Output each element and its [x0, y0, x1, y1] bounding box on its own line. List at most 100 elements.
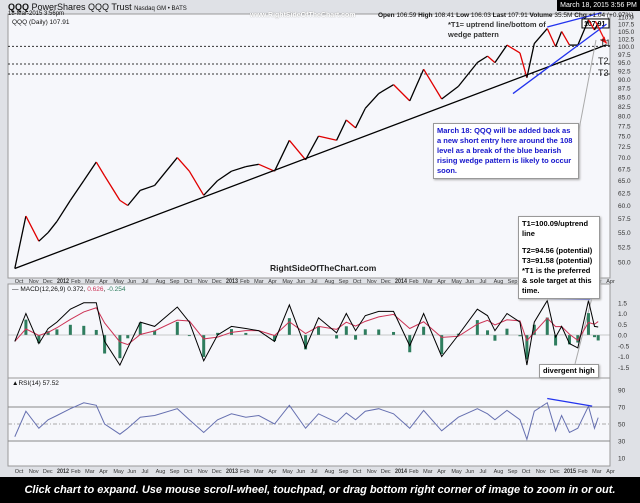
watermark: www.RightSideOfTheChart.com: [250, 12, 356, 19]
macd-histogram-bar: [187, 335, 191, 337]
x-tick-label: 2014: [395, 468, 407, 475]
x-tick-label: Mar: [254, 279, 264, 285]
price-tick-label: 65.0: [618, 178, 631, 185]
price-segment: [533, 28, 548, 44]
x-tick-label: Jun: [296, 279, 305, 285]
price-segment: [231, 165, 247, 172]
targets-box: T1=100.09/uptrend line T2=94.56 (potenti…: [518, 216, 600, 299]
callout-pointer: [577, 39, 597, 136]
price-tick-label: 55.0: [618, 230, 631, 237]
x-tick-label: 2013: [226, 468, 238, 475]
divergent-high-callout: divergent high: [539, 364, 599, 378]
x-tick-label: Sep: [170, 279, 180, 285]
x-tick-label: 2012: [57, 468, 69, 475]
macd-histogram-bar: [592, 335, 596, 338]
macd-histogram-bar: [392, 331, 396, 335]
price-tick-label: 62.5: [618, 190, 631, 197]
macd-line: [14, 299, 599, 367]
target-t3: T3=91.58 (potential): [522, 256, 593, 265]
price-segment: [506, 44, 521, 54]
x-tick-label: Feb: [71, 279, 80, 285]
x-tick-label: Dec: [381, 279, 391, 285]
price-segment: [95, 161, 106, 177]
stock-chart[interactable]: 50.0 52.5 55.0 57.5 60.0 62.5 65.0 67.5 70.0 72.5…: [0, 0, 640, 477]
x-tick-label: Jul: [142, 469, 149, 475]
macd-histogram-bar: [68, 324, 72, 335]
site-watermark: RightSideOfTheChart.com: [270, 263, 377, 273]
price-tick-label: 60.0: [618, 203, 631, 210]
price-segment: [593, 22, 599, 31]
price-tick-label: 80.0: [618, 114, 631, 121]
x-tick-label: May: [451, 279, 462, 285]
macd-histogram-bar: [118, 335, 122, 359]
x-tick-label: Nov: [367, 279, 377, 285]
x-tick-label: Feb: [578, 469, 587, 475]
last-price-value: 107.91: [584, 21, 606, 28]
x-tick-label: Aug: [156, 279, 166, 285]
price-segment: [577, 19, 590, 46]
price-segment: [217, 170, 232, 182]
price-segment: [127, 189, 141, 206]
price-segment: [203, 180, 219, 196]
price-segment: [288, 139, 307, 161]
macd-histogram-bar: [505, 328, 509, 335]
x-tick-label: Oct: [353, 279, 362, 285]
macd-histogram-bar: [335, 335, 339, 339]
macd-tick-label: -1.0: [618, 354, 630, 361]
x-tick-label: Sep: [508, 469, 518, 475]
x-tick-label: Mar: [423, 279, 433, 285]
price-segment: [554, 31, 563, 47]
x-tick-label: 2013: [226, 278, 238, 285]
macd-histogram-bar: [216, 332, 220, 335]
x-tick-label: Feb: [409, 279, 418, 285]
price-segment: [14, 215, 27, 269]
macd-histogram-bar: [596, 335, 600, 341]
macd-histogram-bar: [554, 335, 558, 346]
price-segment: [304, 135, 320, 161]
footer-instructions: Click chart to expand. Use mouse scroll-…: [0, 477, 640, 503]
x-tick-label: Aug: [494, 279, 504, 285]
macd-panel: [7, 283, 611, 379]
macd-histogram-bar: [37, 335, 41, 344]
price-segment: [494, 44, 508, 63]
macd-histogram-bar: [55, 329, 59, 335]
price-segment: [423, 68, 443, 100]
macd-histogram-bar: [103, 335, 107, 354]
x-tick-label: Mar: [85, 279, 95, 285]
rsi-divergence-line: [547, 397, 593, 407]
price-tick-label: 67.5: [618, 166, 631, 173]
price-segment: [354, 108, 366, 129]
macd-histogram-bar: [525, 335, 529, 360]
price-segment: [140, 184, 155, 191]
price-tick-label: 75.0: [618, 134, 631, 141]
price-segment: [258, 163, 275, 172]
macd-histogram-bar: [94, 329, 98, 335]
price-tick-label: 95.0: [618, 60, 631, 67]
x-tick-label: Jul: [480, 469, 487, 475]
x-tick-label: Mar: [592, 469, 602, 475]
macd-histogram-bar: [344, 326, 348, 335]
macd-histogram-bar: [422, 326, 426, 335]
x-tick-label: Oct: [15, 279, 24, 285]
uptrend-line: [14, 44, 607, 270]
x-tick-label: Jun: [127, 279, 136, 285]
x-tick-label: Jun: [465, 469, 474, 475]
price-legend: QQQ (Daily) 107.91: [12, 19, 70, 26]
x-tick-label: Aug: [325, 279, 335, 285]
rsi-line: [14, 401, 599, 441]
timestamp-badge: March 18, 2015 3:56 PM: [557, 0, 640, 11]
x-tick-label: Dec: [43, 279, 53, 285]
x-tick-label: Apr: [268, 279, 277, 285]
x-tick-label: Jul: [311, 469, 318, 475]
x-tick-label: Oct: [353, 469, 362, 475]
macd-histogram-bar: [440, 335, 444, 355]
x-tick-label: Mar: [254, 469, 264, 475]
price-tick-label: 85.0: [618, 95, 631, 102]
macd-histogram-bar: [408, 335, 412, 353]
x-tick-label: Jun: [296, 469, 305, 475]
price-segment: [104, 175, 121, 201]
macd-histogram-bar: [532, 324, 536, 335]
price-tick-label: 92.5: [618, 68, 631, 75]
macd-histogram-bar: [475, 320, 479, 335]
macd-tick-label: 1.5: [618, 300, 627, 307]
